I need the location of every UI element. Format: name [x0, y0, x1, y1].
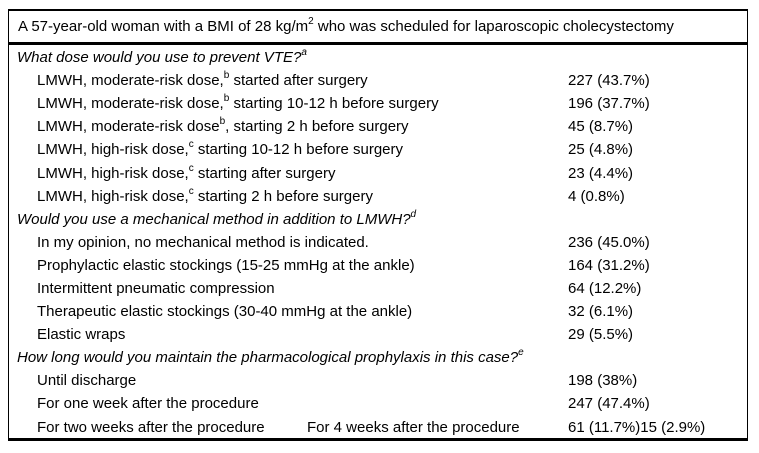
label-pre: LMWH, high-risk dose, [37, 187, 189, 205]
row-value: 32 (6.1%) [568, 303, 634, 321]
label-pre: LMWH, high-risk dose, [37, 164, 189, 182]
question-label: How long would you maintain the pharmaco… [17, 349, 519, 367]
section-question-mechanical: Would you use a mechanical method in add… [9, 208, 747, 231]
row-value: 64 (12.2%) [568, 279, 642, 297]
row-label: LMWH, moderate-risk doseb, starting 2 h … [9, 116, 409, 136]
label-post: , starting 2 h before surgery [225, 118, 409, 136]
row-value: 29 (5.5%) [568, 326, 634, 344]
row-label-secondary: For 4 weeks after the procedure [307, 418, 520, 436]
footnote-c-marker: c [188, 139, 194, 151]
row-label: Therapeutic elastic stockings (30-40 mmH… [9, 303, 412, 320]
row-value: 247 (47.4%) [568, 395, 650, 413]
row-label: LMWH, moderate-risk dose,b starting 10-1… [9, 93, 439, 113]
label-pre: LMWH, moderate-risk dose [37, 118, 220, 136]
table-row: LMWH, moderate-risk dose,b starting 10-1… [9, 92, 747, 115]
label-pre: For two weeks after the procedure [37, 418, 265, 436]
table-row: Until discharge 198 (38%) [9, 369, 747, 392]
label-pre: Intermittent pneumatic compression [37, 279, 275, 297]
table-row: LMWH, high-risk dose,c starting after su… [9, 161, 747, 184]
question-text: How long would you maintain the pharmaco… [9, 347, 524, 367]
row-value: 196 (37.7%) [568, 95, 650, 113]
label-post: starting 10-12 h before surgery [229, 95, 439, 113]
case-description: A 57-year-old woman with a BMI of 28 kg/… [18, 16, 674, 36]
row-value: 198 (38%) [568, 372, 638, 390]
label-pre: LMWH, high-risk dose, [37, 141, 189, 159]
table-body: What dose would you use to prevent VTE?a… [9, 45, 747, 439]
label-post: starting after surgery [193, 164, 336, 182]
row-value: 45 (8.7%) [568, 118, 634, 136]
row-label: Until discharge [9, 372, 136, 389]
survey-results-table: A 57-year-old woman with a BMI of 28 kg/… [8, 9, 748, 441]
row-label: Prophylactic elastic stockings (15-25 mm… [9, 257, 415, 274]
label-pre: Until discharge [37, 372, 137, 390]
question-text: Would you use a mechanical method in add… [9, 208, 417, 228]
label-post: starting 10-12 h before surgery [193, 141, 404, 159]
footnote-a-marker: a [301, 47, 307, 59]
section-question-dose: What dose would you use to prevent VTE?a [9, 46, 747, 69]
row-value: 25 (4.8%) [568, 141, 634, 159]
footnote-c-marker: c [188, 185, 194, 197]
footnote-e-marker: e [518, 347, 524, 359]
row-value: 236 (45.0%) [568, 233, 650, 251]
row-label: For two weeks after the procedure [9, 419, 265, 436]
label-post: started after surgery [229, 72, 368, 90]
question-label: Would you use a mechanical method in add… [17, 210, 411, 228]
row-label: LMWH, high-risk dose,c starting 2 h befo… [9, 185, 373, 205]
row-value: 164 (31.2%) [568, 256, 650, 274]
label-pre: Therapeutic elastic stockings (30-40 mmH… [37, 303, 413, 321]
label-pre: Elastic wraps [37, 326, 126, 344]
table-row-merged: For two weeks after the procedure For 4 … [9, 416, 747, 439]
question-label: What dose would you use to prevent VTE? [17, 49, 302, 67]
table-row: LMWH, high-risk dose,c starting 10-12 h … [9, 138, 747, 161]
table-row: In my opinion, no mechanical method is i… [9, 231, 747, 254]
label-post: starting 2 h before surgery [193, 187, 373, 205]
superscript-2: 2 [308, 16, 314, 27]
row-value: 61 (11.7%) 15 (2.9%) [568, 416, 705, 439]
table-row: Therapeutic elastic stockings (30-40 mmH… [9, 300, 747, 323]
row-value: 23 (4.4%) [568, 164, 634, 182]
label-pre: In my opinion, no mechanical method is i… [37, 233, 369, 251]
row-value: 4 (0.8%) [568, 187, 625, 205]
case-text-pre: A 57-year-old woman with a BMI of 28 kg/… [18, 18, 309, 35]
label-pre: Prophylactic elastic stockings (15-25 mm… [37, 256, 415, 274]
footnote-c-marker: c [188, 162, 194, 174]
table-row: Intermittent pneumatic compression 64 (1… [9, 277, 747, 300]
case-text-post: who was scheduled for laparoscopic chole… [313, 18, 674, 35]
row-label: Intermittent pneumatic compression [9, 280, 275, 297]
label-pre: LMWH, moderate-risk dose, [37, 72, 224, 90]
footnote-d-marker: d [410, 208, 417, 220]
table-row: For one week after the procedure 247 (47… [9, 392, 747, 415]
row-value: 227 (43.7%) [568, 72, 650, 90]
label-pre: For one week after the procedure [37, 395, 259, 413]
table-row: Elastic wraps 29 (5.5%) [9, 323, 747, 346]
case-description-row: A 57-year-old woman with a BMI of 28 kg/… [9, 11, 747, 45]
row-label: LMWH, moderate-risk dose,b started after… [9, 70, 368, 90]
footnote-b-marker: b [219, 116, 226, 128]
value-part-1: 61 (11.7%) [568, 418, 641, 436]
row-label: In my opinion, no mechanical method is i… [9, 234, 369, 251]
row-label: For one week after the procedure [9, 395, 259, 412]
footnote-b-marker: b [223, 93, 230, 105]
row-label: Elastic wraps [9, 326, 125, 343]
table-row: LMWH, moderate-risk doseb, starting 2 h … [9, 115, 747, 138]
value-part-2: 15 (2.9%) [640, 418, 706, 436]
row-label: LMWH, high-risk dose,c starting 10-12 h … [9, 139, 404, 159]
question-text: What dose would you use to prevent VTE?a [9, 47, 307, 67]
table-row: Prophylactic elastic stockings (15-25 mm… [9, 254, 747, 277]
footnote-b-marker: b [223, 70, 230, 82]
table-row: LMWH, moderate-risk dose,b started after… [9, 69, 747, 92]
table-row: LMWH, high-risk dose,c starting 2 h befo… [9, 185, 747, 208]
section-question-duration: How long would you maintain the pharmaco… [9, 346, 747, 369]
label-pre: LMWH, moderate-risk dose, [37, 95, 224, 113]
row-label: LMWH, high-risk dose,c starting after su… [9, 162, 336, 182]
